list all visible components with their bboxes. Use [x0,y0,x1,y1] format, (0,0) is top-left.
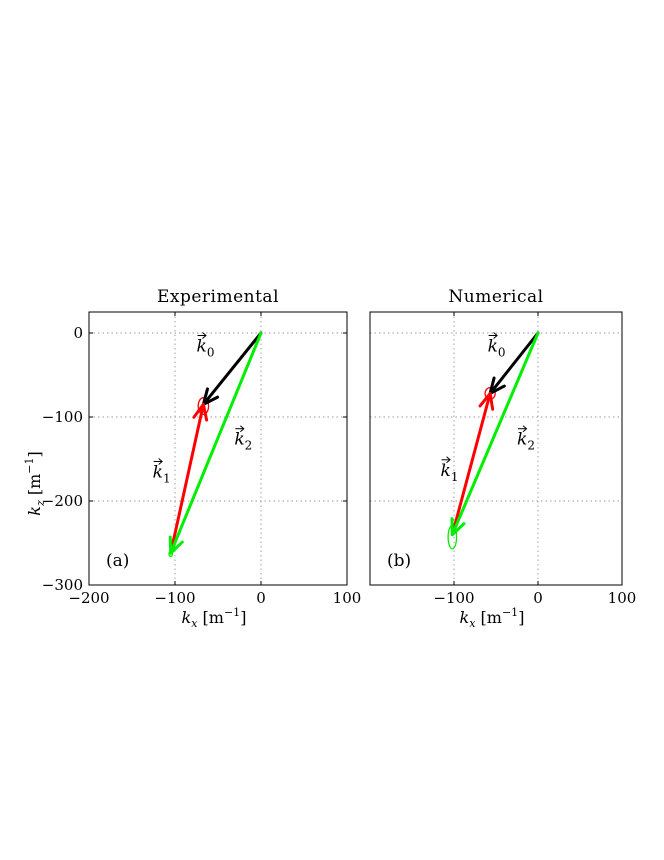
x-tick-label: −200 [68,589,109,607]
vector-label-k2: k2 [517,430,535,453]
plot-frame [88,311,348,586]
vector-label-k1: k1 [441,461,459,484]
vector-k1-arrowhead [478,391,495,411]
vector-k0 [201,331,263,406]
vector-label-arrowhead [240,425,245,433]
vector-label-k0: k0 [197,336,215,359]
vector-k2-arrowhead [450,517,466,537]
vector-k0 [488,331,540,395]
y-tick-label: −200 [42,492,83,510]
y-tick-label: −100 [42,408,83,426]
x-tick-label: 0 [256,589,266,607]
panel-title: Numerical [448,287,543,307]
panel-a: Experimental−200 −100 0 1000−100−200−300kx … [23,287,361,630]
x-axis-label: kx [m−1] [460,606,525,630]
vector-label-arrowhead [202,332,207,339]
vector-k2 [450,331,540,537]
x-axis-label: kx [m−1] [182,606,247,630]
vector-label-k2: k2 [234,430,252,453]
x-tick-label: 100 [608,589,637,607]
uncertainty-ellipse [197,397,210,416]
y-tick-label: 0 [73,324,83,342]
x-tick-label: −100 [154,589,195,607]
vector-k1 [450,391,492,537]
plot-frame [369,311,623,586]
vector-k1-arrowhead [192,402,209,422]
vector-label-arrowhead [522,425,528,433]
vector-label-arrowhead [446,456,451,464]
panel-label: (b) [387,551,411,571]
x-tick-label: 100 [333,589,362,607]
panel-b: Numerical −100 0 100 kx [m−1] (b) k0 k1 k2 [369,287,637,630]
panel-label: (a) [106,551,129,571]
vector-k2-arrowhead [168,535,184,555]
vector-label-arrowhead [493,332,498,339]
vector-label-k0: k0 [488,336,506,359]
vector-k1 [169,402,205,555]
panel-title: Experimental [157,287,279,307]
y-axis-label: kz [m−1] [23,451,47,515]
y-tick-label: −300 [42,576,83,594]
vector-label-k1: k1 [153,462,171,485]
vector-k2 [169,331,263,555]
x-tick-label: 0 [533,589,543,607]
x-tick-label: −100 [433,589,474,607]
vector-label-arrowhead [158,458,163,465]
